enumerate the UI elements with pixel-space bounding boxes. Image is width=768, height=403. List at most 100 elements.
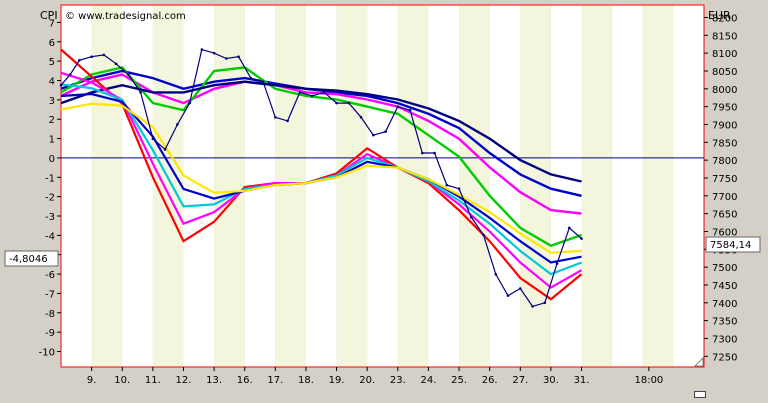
scrollbar-thumb[interactable]: [694, 391, 706, 398]
day-band: [550, 5, 582, 367]
right-axis-tick-label: 7850: [712, 138, 737, 149]
price-point: [335, 101, 338, 105]
plot-border: [60, 4, 705, 368]
price-point: [506, 294, 510, 297]
x-axis-tick-label: 24.: [420, 375, 436, 386]
day-band: [459, 5, 490, 367]
x-axis-tick-label: 20.: [359, 375, 375, 386]
x-axis-tick-label: 11.: [145, 375, 161, 386]
right-axis-tick-label: 8000: [712, 85, 737, 96]
price-point: [286, 119, 289, 123]
left-axis-tick-label: 4: [49, 76, 55, 87]
x-axis-tick-label: 10.: [114, 375, 130, 386]
price-point: [543, 301, 547, 305]
x-axis-tick-label: 26.: [482, 375, 498, 386]
svg-text:7584,14: 7584,14: [710, 240, 751, 251]
copyright-text: © www.tradesignal.com: [65, 11, 186, 22]
price-point: [433, 151, 436, 155]
right-axis-tick-label: 7750: [712, 174, 737, 185]
left-axis-tick-label: 6: [49, 38, 55, 49]
right-axis-tick-label: 8050: [712, 67, 737, 78]
right-axis-tick-label: 8100: [712, 49, 737, 60]
price-point: [151, 137, 155, 141]
x-axis-tick-label: 12.: [176, 375, 192, 386]
day-band: [183, 5, 215, 367]
price-point: [102, 53, 106, 57]
day-band: [367, 5, 398, 367]
price-point: [59, 83, 63, 87]
x-axis-tick-label: 16.: [237, 375, 253, 386]
eur-moving-average-line: [60, 66, 582, 248]
right-axis-tick-label: 7300: [712, 334, 737, 345]
price-point: [127, 73, 130, 76]
day-band: [673, 5, 704, 367]
price-point: [359, 116, 363, 119]
day-band: [489, 5, 521, 367]
price-point: [580, 237, 583, 240]
price-point: [310, 94, 314, 98]
right-axis-tick-label: 7900: [712, 120, 737, 131]
price-point: [396, 105, 400, 108]
day-band: [61, 5, 92, 367]
left-axis-tick-label: -8: [45, 309, 55, 320]
right-value-badge: 7584,14: [705, 236, 761, 253]
left-axis-tick-label: -2: [45, 193, 55, 204]
x-axis-tick-label: 17.: [267, 375, 283, 386]
x-axis: 9. 10. 11. 12. 13. 16. 17. 18. 19. 20. 23. 24. 25. 26…: [87, 367, 663, 386]
resize-grip-icon[interactable]: [694, 357, 704, 367]
right-axis-tick-label: 7250: [712, 352, 737, 363]
price-point: [249, 76, 253, 80]
left-axis-tick-label: 0: [49, 154, 55, 165]
right-axis-tick-label: 7450: [712, 281, 737, 292]
left-axis-tick-label: 5: [49, 57, 55, 68]
left-axis-tick-label: 3: [49, 96, 55, 107]
price-point: [518, 287, 522, 290]
right-axis-tick-label: 7500: [712, 263, 737, 274]
left-axis-tick-label: -3: [45, 212, 55, 223]
right-axis-tick-label: 8150: [712, 31, 737, 42]
left-axis-tick-label: -9: [45, 328, 55, 339]
price-point: [139, 91, 142, 94]
right-axis-tick-label: 7600: [712, 227, 737, 238]
price-point: [90, 55, 93, 59]
day-band: [397, 5, 429, 367]
right-axis-tick-label: 7800: [712, 156, 737, 167]
price-point: [372, 133, 375, 137]
price-point: [200, 48, 204, 51]
day-band: [336, 5, 368, 367]
x-axis-tick-label: 30.: [543, 375, 559, 386]
x-axis-tick-label: 31.: [574, 375, 590, 386]
right-axis-label: EUR: [708, 9, 731, 22]
price-point: [445, 183, 449, 187]
left-value-badge: -4,8046: [4, 250, 59, 267]
day-band: [581, 5, 613, 367]
day-band: [642, 5, 674, 367]
price-point: [274, 116, 277, 119]
price-point: [347, 101, 351, 105]
price-point: [163, 148, 167, 151]
left-axis-tick-label: -1: [45, 173, 55, 184]
x-axis-tick-label: 19.: [329, 375, 345, 386]
left-axis-tick-label: 2: [49, 115, 55, 126]
price-point: [494, 272, 498, 276]
price-point: [555, 262, 559, 265]
price-point: [298, 91, 302, 94]
price-point: [188, 101, 191, 105]
x-axis-tick-label: 23.: [390, 375, 406, 386]
price-point: [261, 80, 265, 83]
price-line: [60, 48, 582, 308]
day-band: [275, 5, 306, 367]
price-point: [531, 305, 534, 308]
price-point: [237, 55, 240, 59]
right-axis-tick-label: 8200: [712, 13, 737, 24]
left-axis-tick-label: 1: [49, 135, 55, 146]
x-axis-tick-label: 27.: [512, 375, 528, 386]
price-point: [78, 58, 81, 62]
price-point: [176, 123, 179, 126]
cpi-series-line: [60, 102, 582, 254]
series-lines: [59, 48, 583, 308]
x-axis-tick-label: 25.: [451, 375, 467, 386]
price-point: [408, 108, 412, 112]
price-point: [567, 226, 571, 230]
left-axis-tick-label: -10: [39, 348, 55, 359]
